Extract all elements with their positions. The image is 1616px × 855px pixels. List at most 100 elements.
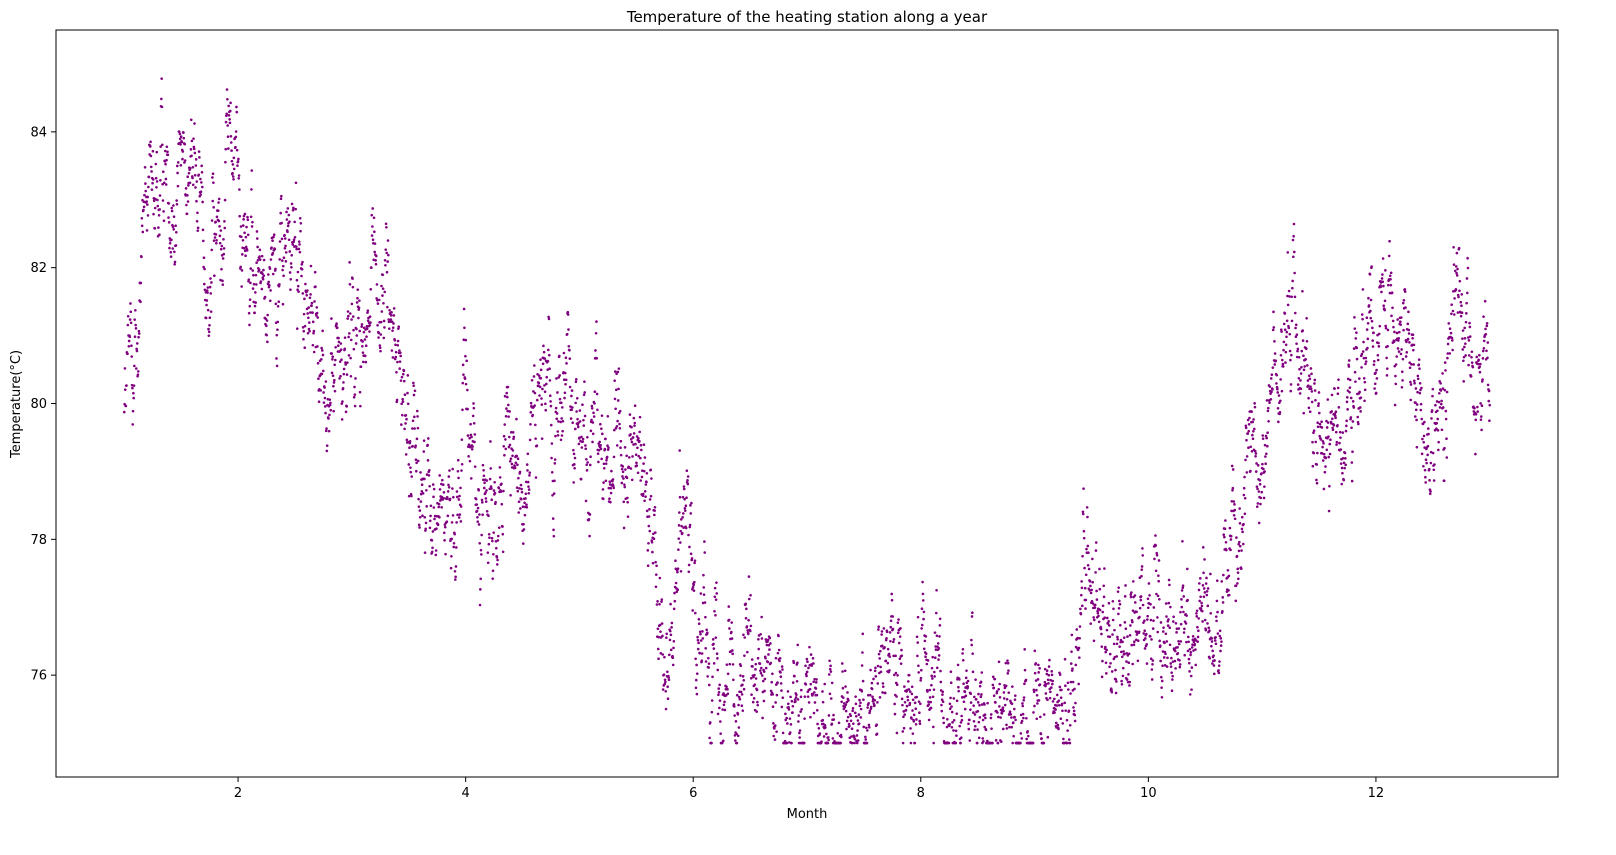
data-point	[992, 686, 996, 690]
data-point	[1189, 651, 1193, 654]
data-point	[1038, 683, 1042, 686]
data-point	[984, 728, 988, 732]
data-point	[522, 528, 526, 531]
data-point	[447, 475, 451, 478]
data-point	[1129, 593, 1133, 596]
data-point	[868, 693, 872, 697]
data-point	[699, 639, 703, 642]
data-point	[919, 702, 922, 706]
data-point	[648, 507, 651, 511]
data-point	[1053, 711, 1056, 714]
data-point	[710, 710, 714, 714]
data-point	[1180, 589, 1184, 592]
data-point	[387, 318, 390, 321]
data-point	[461, 381, 465, 385]
data-point	[172, 215, 176, 219]
data-point	[1285, 330, 1289, 334]
data-point	[1174, 667, 1177, 670]
data-point	[1427, 432, 1430, 436]
data-point	[129, 321, 133, 325]
data-point	[1418, 367, 1421, 370]
data-point	[132, 384, 136, 387]
data-point	[507, 415, 510, 418]
data-point	[554, 434, 557, 438]
data-point	[294, 181, 298, 185]
data-point	[1337, 406, 1341, 409]
data-point	[854, 714, 858, 718]
data-point	[1221, 596, 1225, 599]
data-point	[351, 315, 355, 318]
data-point	[1085, 506, 1089, 509]
data-point	[1112, 642, 1116, 646]
data-point	[1377, 341, 1380, 345]
data-point	[814, 681, 818, 684]
data-point	[482, 469, 485, 472]
data-point	[306, 289, 309, 292]
data-point	[674, 559, 677, 563]
data-point	[1293, 311, 1297, 315]
data-point	[271, 272, 275, 276]
data-point	[332, 409, 335, 413]
data-point	[875, 732, 879, 736]
data-point	[395, 398, 399, 402]
data-point	[853, 741, 856, 745]
data-point	[398, 367, 402, 370]
data-point	[897, 618, 900, 621]
data-point	[980, 693, 983, 696]
data-point	[1478, 353, 1481, 357]
data-point	[1328, 442, 1332, 446]
data-point	[1156, 594, 1160, 598]
data-point	[520, 497, 523, 501]
data-point	[1160, 696, 1164, 699]
data-point	[1094, 571, 1097, 574]
data-point	[1455, 251, 1459, 255]
data-point	[1137, 630, 1141, 634]
data-point	[1073, 687, 1076, 691]
data-point	[1279, 353, 1283, 357]
data-point	[1205, 593, 1209, 597]
data-point	[900, 654, 904, 657]
data-point	[632, 432, 636, 435]
data-point	[657, 657, 660, 660]
data-point	[645, 471, 649, 475]
data-point	[707, 662, 711, 665]
data-point	[1403, 290, 1407, 293]
data-point	[1168, 643, 1172, 647]
data-point	[238, 188, 241, 191]
data-point	[1343, 451, 1347, 455]
data-point	[892, 640, 895, 644]
data-point	[1353, 370, 1357, 374]
data-point	[529, 423, 532, 426]
data-point	[867, 723, 871, 727]
data-point	[881, 682, 885, 685]
data-point	[750, 658, 754, 661]
data-point	[150, 170, 153, 173]
data-point	[540, 437, 544, 440]
data-point	[658, 623, 662, 627]
data-point	[1426, 444, 1430, 448]
data-point	[1305, 339, 1309, 343]
data-point	[158, 208, 162, 211]
data-point	[901, 703, 904, 707]
data-point	[920, 607, 924, 611]
data-point	[1462, 355, 1466, 359]
data-point	[1444, 369, 1447, 372]
data-point	[248, 298, 252, 301]
data-point	[928, 688, 932, 692]
data-point	[581, 437, 585, 441]
data-point	[617, 387, 620, 391]
data-point	[1153, 557, 1156, 561]
data-point	[1416, 377, 1420, 381]
data-point	[223, 220, 226, 223]
data-point	[1405, 351, 1409, 354]
data-point	[591, 421, 595, 424]
data-point	[764, 638, 768, 641]
data-point	[1396, 318, 1399, 321]
data-point	[1381, 257, 1385, 260]
data-point	[794, 696, 798, 699]
data-point	[1432, 468, 1436, 472]
data-point	[922, 610, 926, 614]
data-point	[219, 247, 223, 251]
data-point	[549, 400, 552, 403]
data-point	[1330, 393, 1334, 397]
